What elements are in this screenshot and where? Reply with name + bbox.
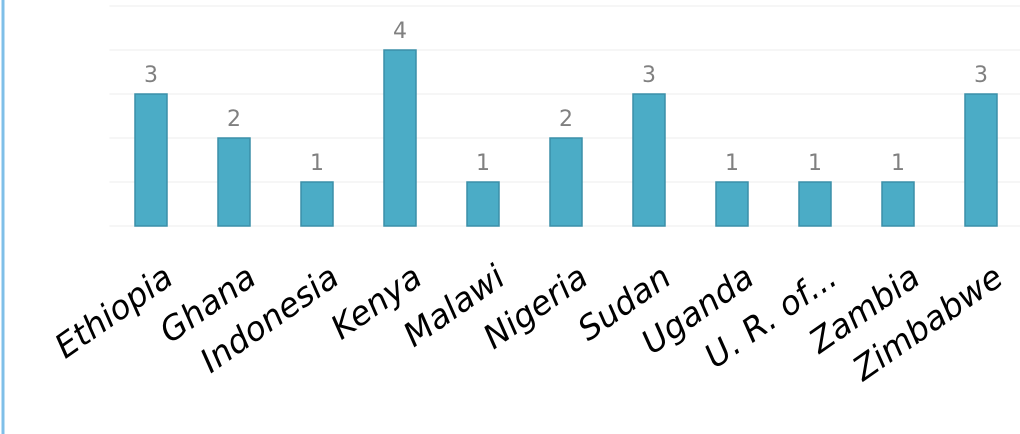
data-label: 1 (891, 151, 905, 176)
bar (134, 93, 168, 227)
bar (217, 137, 251, 227)
bar (549, 137, 583, 227)
data-label: 3 (974, 63, 988, 88)
data-label: 3 (144, 63, 158, 88)
data-label: 1 (808, 151, 822, 176)
data-label: 3 (642, 63, 656, 88)
data-label: 1 (310, 151, 324, 176)
bar (300, 181, 334, 227)
bar (964, 93, 998, 227)
bar (466, 181, 500, 227)
bar (383, 49, 417, 227)
data-label: 2 (559, 107, 573, 132)
bar (715, 181, 749, 227)
x-tick-label: Ethiopia (47, 257, 179, 366)
data-label: 2 (227, 107, 241, 132)
data-label: 1 (476, 151, 490, 176)
bar (881, 181, 915, 227)
data-label: 4 (393, 19, 407, 44)
data-label: 1 (725, 151, 739, 176)
bar (632, 93, 666, 227)
bar (798, 181, 832, 227)
